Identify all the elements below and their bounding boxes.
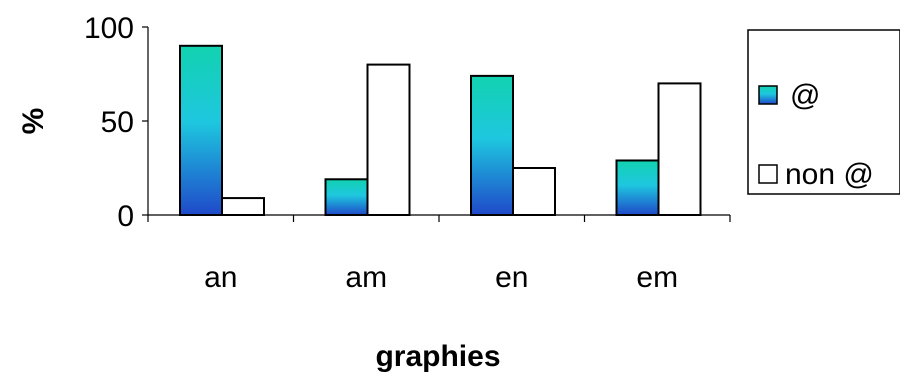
legend-box [747, 29, 900, 195]
y-axis-ticks: 0 50 100 [84, 12, 148, 233]
x-tick-label-en: en [495, 261, 528, 294]
y-tick-label: 100 [84, 12, 134, 45]
bar-non-at-en [512, 167, 556, 216]
bar-at-en [470, 74, 514, 216]
y-axis-title: % [17, 108, 50, 135]
x-axis-title: graphies [375, 340, 500, 373]
x-tick-label-am: am [345, 261, 387, 294]
legend-swatch-at [758, 85, 778, 105]
legend: @ non @ [747, 29, 900, 195]
legend-swatch-non-at [758, 164, 778, 184]
bar-non-at-am [366, 63, 411, 216]
bar-at-em [615, 159, 660, 216]
bar-at-am [324, 178, 369, 216]
x-axis-ticks: an am en em [147, 215, 731, 294]
legend-label-non-at: non @ [785, 158, 874, 191]
y-tick-label: 0 [117, 200, 134, 233]
x-tick-label-an: an [204, 261, 237, 294]
bar-non-at-em [657, 82, 702, 217]
x-tick-label-em: em [636, 261, 678, 294]
bar-at-an [179, 44, 223, 216]
bar-non-at-an [221, 197, 265, 217]
legend-label-at: @ [790, 79, 820, 112]
y-tick-label: 50 [101, 106, 134, 139]
bars-group [179, 44, 702, 217]
